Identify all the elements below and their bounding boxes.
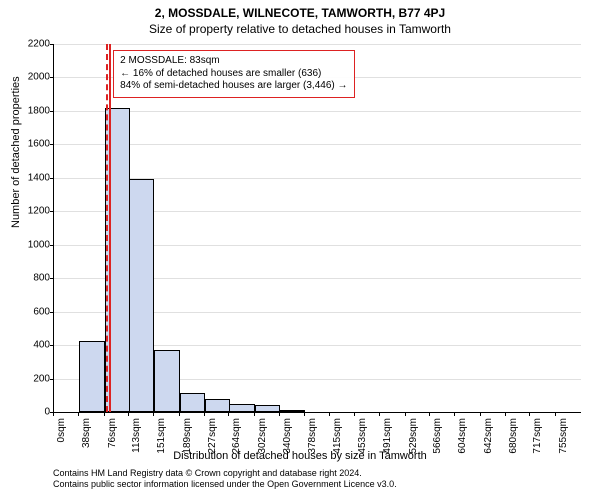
- y-tick-label: 2000: [28, 72, 50, 83]
- x-tick: [153, 412, 154, 416]
- y-tick: [50, 178, 54, 179]
- x-tick: [179, 412, 180, 416]
- marker-line-dashed: [106, 44, 108, 412]
- y-tick: [50, 345, 54, 346]
- x-tick-label: 264sqm: [231, 418, 242, 454]
- x-tick: [53, 412, 54, 416]
- attribution-line-1: Contains HM Land Registry data © Crown c…: [53, 468, 397, 479]
- y-tick-label: 800: [33, 273, 50, 284]
- x-tick: [405, 412, 406, 416]
- x-tick: [379, 412, 380, 416]
- y-tick-label: 1000: [28, 239, 50, 250]
- y-tick: [50, 245, 54, 246]
- x-tick-label: 642sqm: [483, 418, 494, 454]
- histogram-bar: [154, 350, 179, 412]
- x-tick: [354, 412, 355, 416]
- attribution-line-2: Contains public sector information licen…: [53, 479, 397, 490]
- x-tick: [329, 412, 330, 416]
- x-tick: [304, 412, 305, 416]
- x-tick: [254, 412, 255, 416]
- y-tick-label: 200: [33, 373, 50, 384]
- x-tick-label: 566sqm: [432, 418, 443, 454]
- x-tick-label: 415sqm: [332, 418, 343, 454]
- chart-title-main: 2, MOSSDALE, WILNECOTE, TAMWORTH, B77 4P…: [0, 0, 600, 20]
- x-tick-label: 38sqm: [81, 418, 92, 448]
- y-axis-label: Number of detached properties: [10, 76, 22, 228]
- info-line-1: 2 MOSSDALE: 83sqm: [120, 55, 347, 68]
- info-line-3: 84% of semi-detached houses are larger (…: [120, 80, 347, 93]
- x-tick-label: 113sqm: [131, 418, 142, 453]
- x-tick-label: 227sqm: [207, 418, 218, 454]
- histogram-bar: [180, 393, 205, 412]
- x-tick-label: 340sqm: [282, 418, 293, 454]
- marker-info-box: 2 MOSSDALE: 83sqm ← 16% of detached hous…: [113, 50, 354, 98]
- histogram-bar: [229, 404, 254, 412]
- y-tick-label: 1200: [28, 206, 50, 217]
- histogram-bar: [205, 399, 230, 412]
- x-tick: [480, 412, 481, 416]
- y-tick-label: 1800: [28, 105, 50, 116]
- gridline: [54, 111, 581, 112]
- y-tick-label: 600: [33, 306, 50, 317]
- x-tick-label: 755sqm: [558, 418, 569, 454]
- x-tick: [454, 412, 455, 416]
- x-tick-label: 491sqm: [382, 418, 393, 454]
- plot-area: 2 MOSSDALE: 83sqm ← 16% of detached hous…: [53, 44, 581, 413]
- x-tick-label: 76sqm: [107, 418, 118, 448]
- y-tick-label: 0: [44, 407, 50, 418]
- histogram-bar: [280, 410, 305, 412]
- histogram-bar: [79, 341, 104, 412]
- chart-container: 2, MOSSDALE, WILNECOTE, TAMWORTH, B77 4P…: [0, 0, 600, 500]
- y-tick-label: 1400: [28, 172, 50, 183]
- y-tick: [50, 44, 54, 45]
- chart-title-sub: Size of property relative to detached ho…: [0, 20, 600, 36]
- x-tick-label: 604sqm: [457, 418, 468, 454]
- info-line-2: ← 16% of detached houses are smaller (63…: [120, 68, 347, 81]
- histogram-bar: [129, 179, 154, 412]
- y-tick-label: 1600: [28, 139, 50, 150]
- x-tick: [555, 412, 556, 416]
- x-tick-label: 189sqm: [182, 418, 193, 454]
- x-tick-label: 151sqm: [156, 418, 167, 454]
- x-tick: [279, 412, 280, 416]
- y-tick: [50, 312, 54, 313]
- attribution-text: Contains HM Land Registry data © Crown c…: [53, 468, 397, 491]
- x-tick: [228, 412, 229, 416]
- y-tick: [50, 211, 54, 212]
- x-tick: [429, 412, 430, 416]
- y-tick-label: 400: [33, 340, 50, 351]
- y-tick: [50, 77, 54, 78]
- histogram-bar: [255, 405, 280, 412]
- gridline: [54, 44, 581, 45]
- x-tick-label: 302sqm: [257, 418, 268, 454]
- x-tick: [78, 412, 79, 416]
- y-tick-label: 2200: [28, 39, 50, 50]
- y-tick: [50, 379, 54, 380]
- x-tick: [529, 412, 530, 416]
- x-tick-label: 529sqm: [408, 418, 419, 454]
- x-tick-label: 717sqm: [532, 418, 543, 454]
- x-tick-label: 453sqm: [357, 418, 368, 454]
- y-tick: [50, 278, 54, 279]
- x-tick: [128, 412, 129, 416]
- y-tick: [50, 144, 54, 145]
- x-tick-label: 0sqm: [56, 418, 67, 442]
- x-tick: [505, 412, 506, 416]
- x-tick: [104, 412, 105, 416]
- x-tick-label: 680sqm: [508, 418, 519, 454]
- y-tick: [50, 111, 54, 112]
- gridline: [54, 144, 581, 145]
- x-tick-label: 378sqm: [307, 418, 318, 454]
- x-tick: [204, 412, 205, 416]
- marker-line-solid: [109, 44, 111, 412]
